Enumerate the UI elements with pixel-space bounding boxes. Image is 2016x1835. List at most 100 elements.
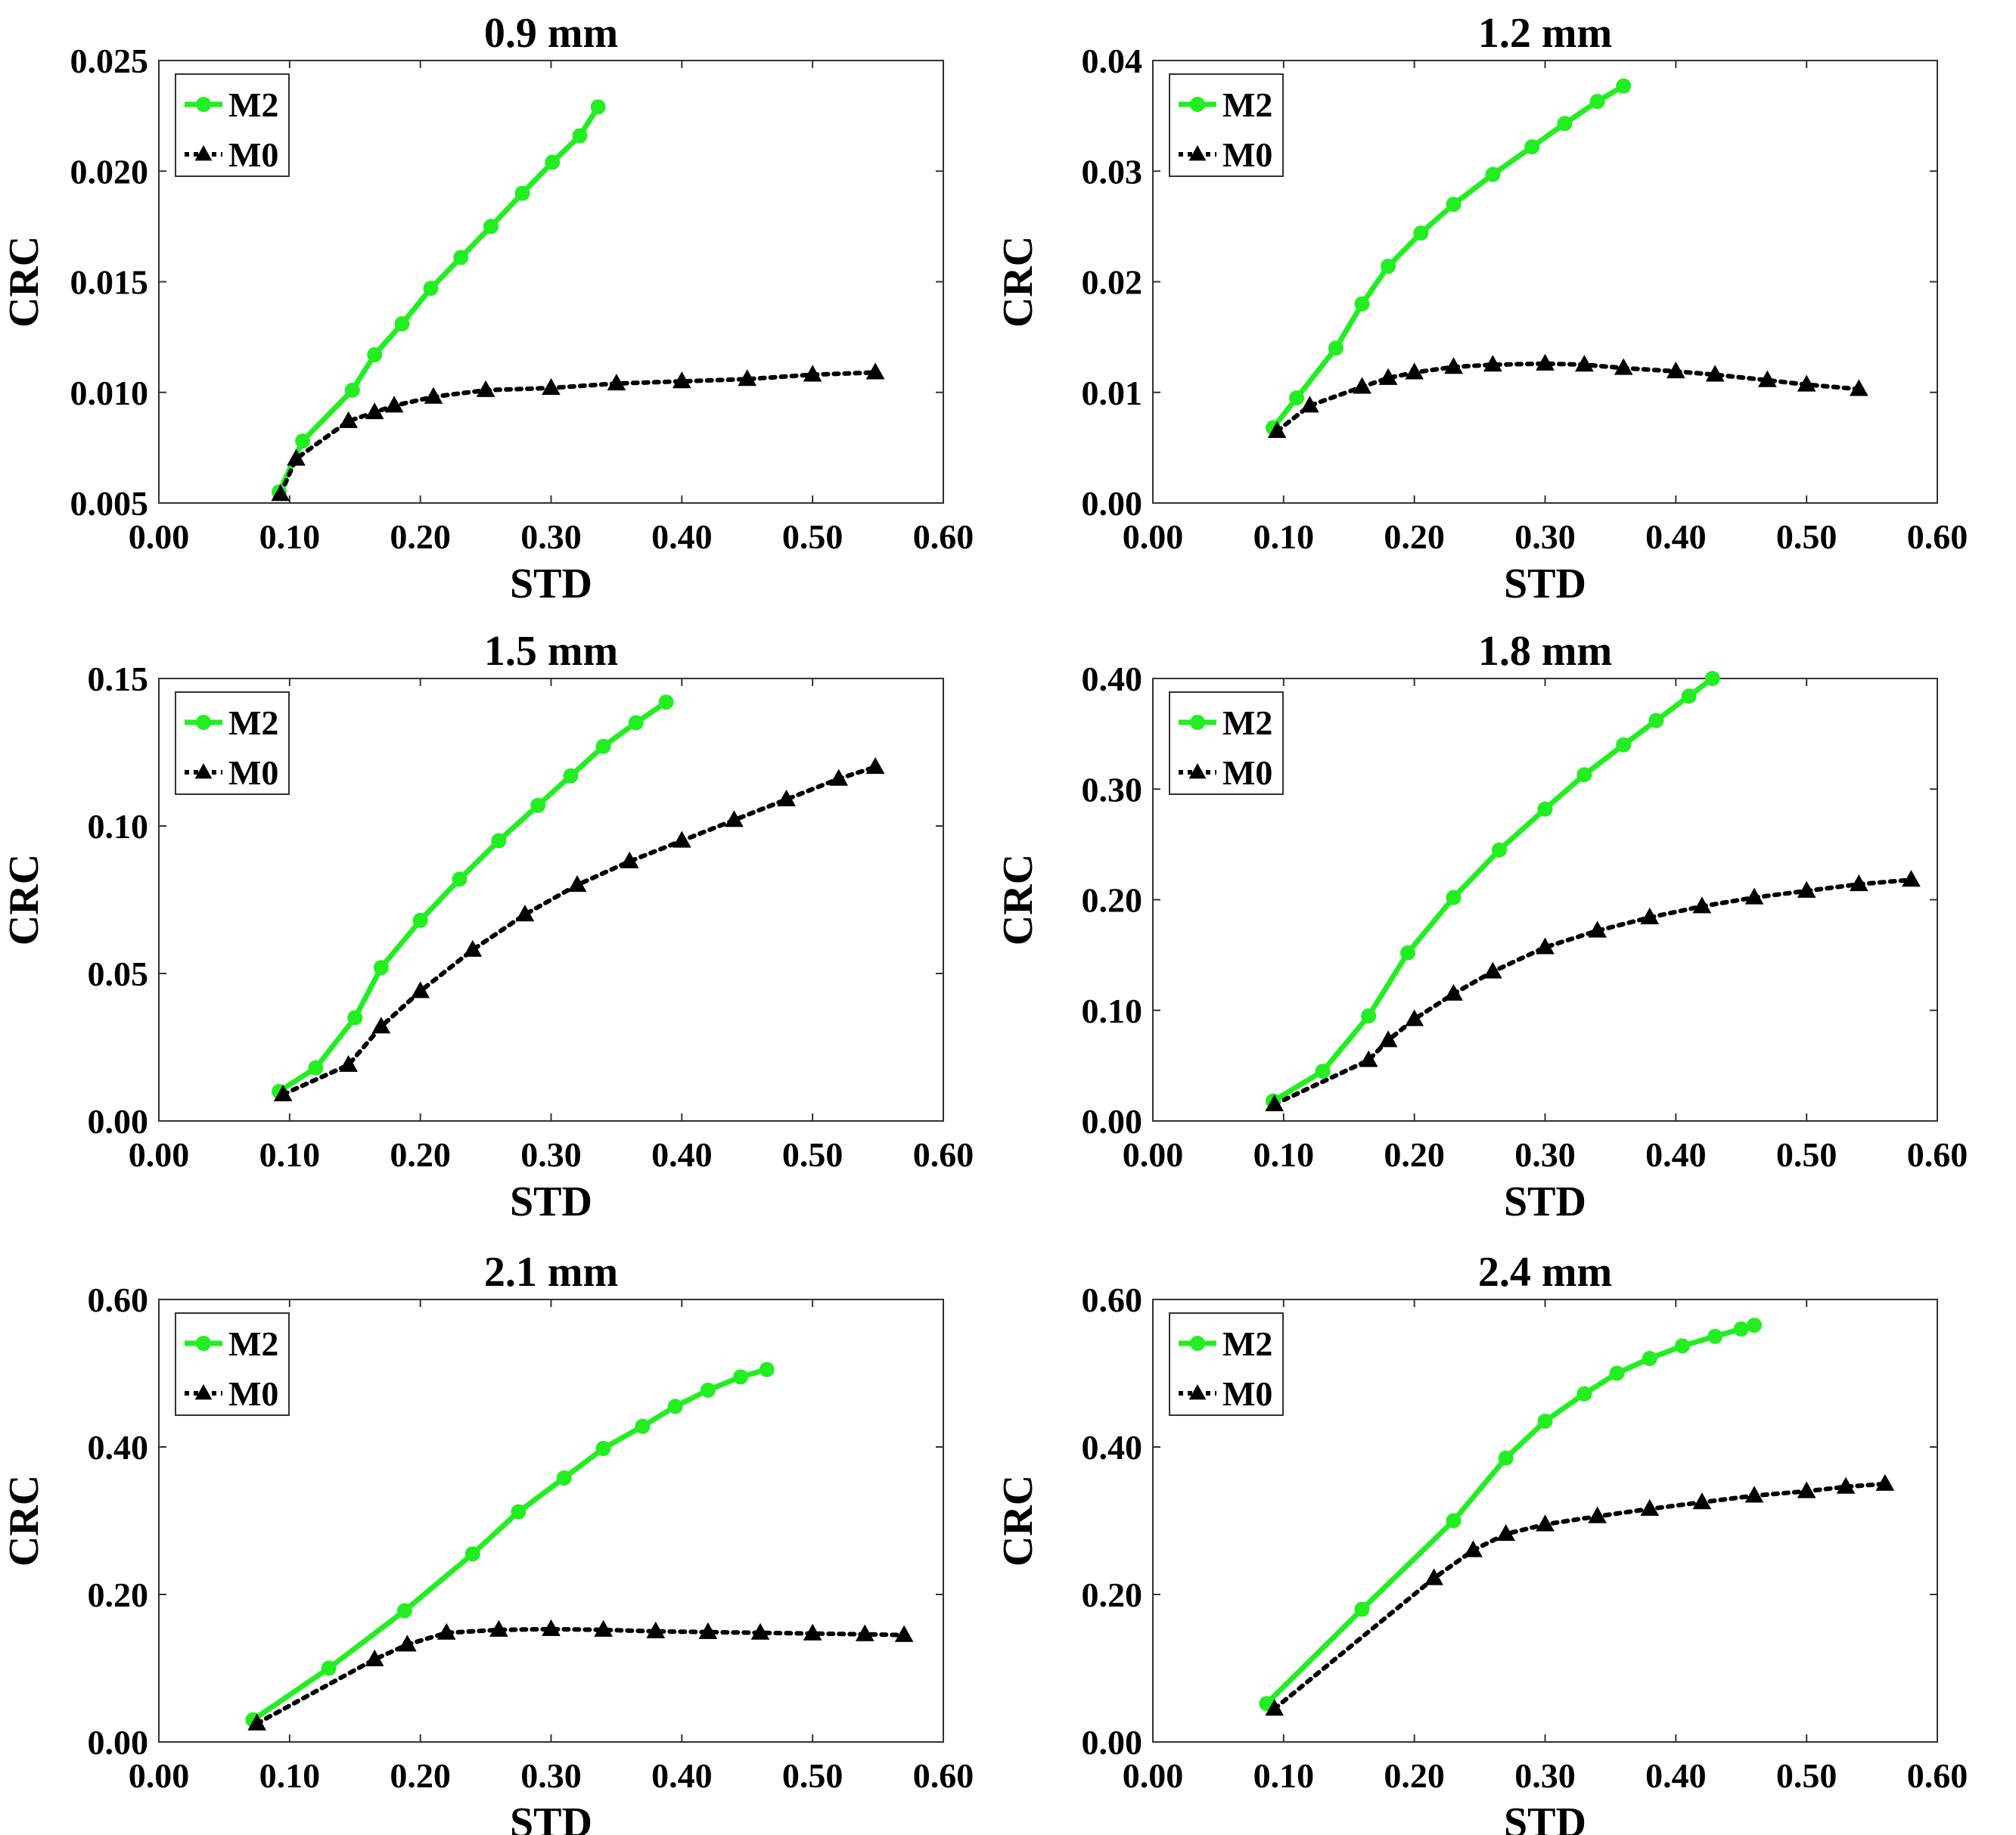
data-point-m0 [865,362,885,380]
data-point-m2 [1681,688,1697,704]
y-tick-label: 0.05 [88,955,149,993]
legend-label-m2: M2 [228,85,278,124]
data-point-m0 [1744,887,1764,905]
x-tick-label: 0.10 [259,1135,321,1174]
y-tick-label: 0.60 [1082,1281,1143,1319]
x-tick-label: 0.20 [1384,517,1445,556]
data-point-m0 [1536,353,1555,371]
x-tick-label: 0.40 [651,1135,713,1174]
data-point-m0 [1496,1524,1515,1542]
x-tick-label: 0.30 [520,1756,582,1795]
x-tick-label: 0.50 [1776,1135,1837,1174]
x-tick-label: 0.60 [1907,517,1968,556]
data-point-m0 [339,411,358,428]
panel-5: 0.00 0.10 0.20 0.30 0.40 0.50 0.60 0.00 0.20 0.40… [1,1249,974,1835]
data-point-m0 [1797,374,1816,392]
x-tick-label: 0.50 [782,517,843,556]
x-tick-label: 0.30 [1514,1756,1576,1795]
legend-marker-m0 [194,145,213,161]
data-point-m0 [1849,874,1868,892]
data-point-m0 [750,1622,770,1640]
data-point-m2 [344,382,360,398]
y-axis-label: CRC [995,236,1042,328]
data-point-m2 [1616,78,1632,94]
data-point-m0 [365,1649,384,1666]
y-tick-label: 0.025 [70,42,149,80]
y-tick-label: 0.10 [1082,992,1143,1030]
x-tick-label: 0.10 [259,1756,321,1795]
data-point-m2 [491,833,507,849]
data-point-m0 [476,380,495,397]
data-point-m2 [1576,1386,1592,1402]
data-point-m2 [1354,1601,1370,1617]
y-axis-label: CRC [1,236,48,328]
data-point-m0 [865,757,885,775]
data-point-m2 [1354,296,1370,312]
legend-marker-m2 [1190,715,1205,730]
legend-marker-m0 [1188,763,1207,779]
data-point-m2 [412,912,428,928]
data-point-m2 [1485,166,1501,182]
data-point-m0 [607,374,626,391]
data-point-m2 [700,1382,716,1398]
x-tick-label: 0.20 [390,1135,451,1174]
x-tick-label: 0.60 [1907,1135,1968,1174]
series-line-m0 [1272,1481,1887,1712]
data-point-m2 [1492,842,1508,858]
y-axis-label: CRC [995,854,1042,945]
data-point-m0 [567,875,587,893]
data-point-m0 [1575,355,1594,372]
y-tick-label: 0.20 [1082,881,1143,920]
data-point-m2 [545,154,561,170]
data-point-m0 [1353,377,1371,394]
legend-box [1169,73,1284,177]
data-point-m2 [1446,1513,1462,1529]
legend-marker-m0 [1188,145,1207,161]
x-axis-label: STD [510,1799,592,1835]
data-point-m0 [398,1635,417,1652]
data-point-m2 [572,128,588,144]
data-point-m0 [698,1622,718,1639]
data-point-m2 [423,281,439,297]
data-point-m2 [1648,713,1664,728]
data-point-m2 [530,797,546,813]
x-tick-label: 0.30 [520,517,582,556]
data-point-m2 [759,1362,775,1377]
x-axis-label: STD [510,560,592,607]
y-tick-label: 0.40 [88,1428,149,1467]
data-point-m0 [1875,1473,1895,1491]
data-point-m2 [452,871,468,887]
plot-area [276,699,878,1097]
legend-label-m2: M2 [1222,1324,1272,1363]
data-point-m0 [371,1017,391,1034]
data-point-m2 [308,1060,324,1076]
chart-title: 1.8 mm [1478,628,1612,675]
legend-label-m0: M0 [228,135,278,174]
data-point-m2 [658,694,674,710]
data-point-m0 [411,981,430,998]
series-line-m2 [1270,83,1626,431]
data-point-m2 [1537,1413,1553,1429]
data-point-m0 [1902,870,1921,887]
y-tick-label: 0.40 [1082,660,1143,698]
x-tick-label: 0.20 [1384,1135,1445,1174]
data-point-m0 [463,939,483,957]
data-point-m0 [1536,937,1555,955]
x-tick-label: 0.50 [782,1135,843,1174]
data-point-m0 [1444,983,1463,1001]
legend-box [175,691,290,795]
data-point-m2 [1361,1008,1377,1024]
legend-marker-m2 [1190,97,1205,112]
data-point-m0 [1849,379,1868,396]
series-line-m0 [278,370,878,497]
data-point-m0 [855,1624,874,1641]
data-point-m2 [1400,945,1416,961]
data-point-m2 [733,1369,749,1385]
data-point-m2 [1315,1063,1331,1079]
data-point-m2 [464,1546,480,1562]
data-point-m0 [384,396,404,413]
y-tick-label: 0.04 [1082,42,1143,80]
x-tick-label: 0.00 [1123,1135,1184,1174]
plot-area [276,104,878,497]
